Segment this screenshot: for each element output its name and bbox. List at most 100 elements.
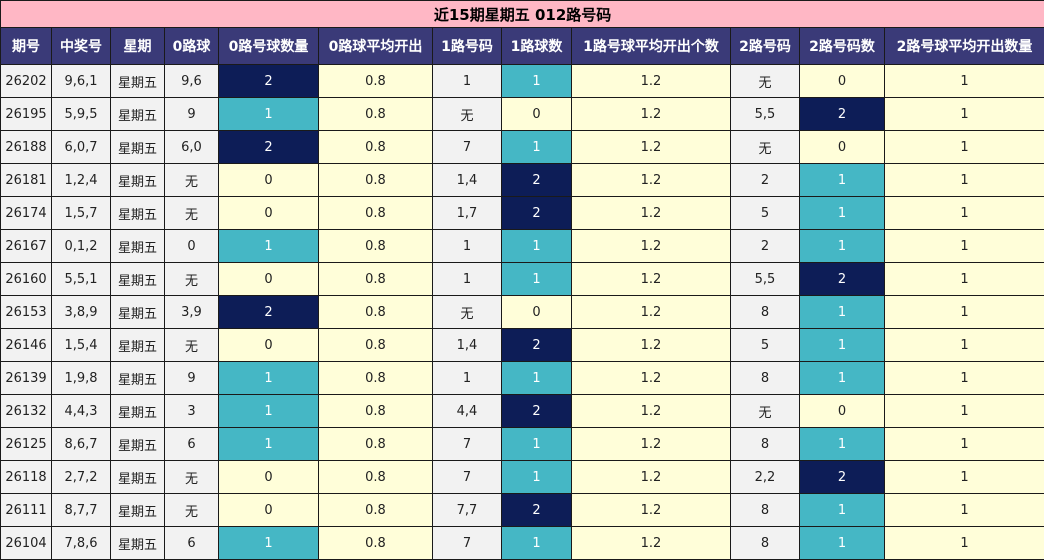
cell-route2-count: 2	[800, 263, 885, 296]
cell-winning-number: 5,9,5	[52, 98, 111, 131]
cell-issue: 26188	[1, 131, 52, 164]
cell-route2-count: 1	[800, 428, 885, 461]
cell-route0-count: 1	[219, 395, 319, 428]
cell-route1-count: 0	[502, 98, 572, 131]
cell-winning-number: 1,2,4	[52, 164, 111, 197]
cell-weekday: 星期五	[111, 98, 165, 131]
cell-issue: 26160	[1, 263, 52, 296]
cell-winning-number: 6,0,7	[52, 131, 111, 164]
cell-route0-average: 0.8	[319, 428, 433, 461]
cell-route1-count: 2	[502, 494, 572, 527]
cell-weekday: 星期五	[111, 362, 165, 395]
cell-route1-average: 1.2	[572, 230, 731, 263]
cell-winning-number: 3,8,9	[52, 296, 111, 329]
cell-winning-number: 5,5,1	[52, 263, 111, 296]
cell-route1-average: 1.2	[572, 329, 731, 362]
cell-route0-balls: 无	[165, 461, 219, 494]
cell-route1-average: 1.2	[572, 461, 731, 494]
cell-route2-average: 1	[885, 230, 1044, 263]
cell-route0-count: 0	[219, 164, 319, 197]
cell-issue: 26153	[1, 296, 52, 329]
cell-route1-numbers: 1,7	[433, 197, 502, 230]
cell-route2-numbers: 2	[731, 164, 800, 197]
cell-route1-numbers: 无	[433, 296, 502, 329]
cell-route0-balls: 3,9	[165, 296, 219, 329]
cell-route0-balls: 0	[165, 230, 219, 263]
cell-winning-number: 0,1,2	[52, 230, 111, 263]
cell-route0-count: 2	[219, 65, 319, 98]
header-route1-count: 1路球数	[502, 28, 572, 65]
cell-weekday: 星期五	[111, 197, 165, 230]
cell-route2-count: 0	[800, 65, 885, 98]
cell-route1-average: 1.2	[572, 428, 731, 461]
cell-route1-average: 1.2	[572, 131, 731, 164]
cell-route1-count: 1	[502, 527, 572, 560]
cell-route1-count: 1	[502, 131, 572, 164]
cell-route2-count: 1	[800, 197, 885, 230]
cell-route1-numbers: 1	[433, 362, 502, 395]
cell-route0-balls: 9	[165, 362, 219, 395]
cell-route0-balls: 6,0	[165, 131, 219, 164]
cell-route1-average: 1.2	[572, 164, 731, 197]
header-route1-average: 1路号球平均开出个数	[572, 28, 731, 65]
cell-route2-average: 1	[885, 98, 1044, 131]
cell-winning-number: 1,9,8	[52, 362, 111, 395]
cell-route1-average: 1.2	[572, 494, 731, 527]
cell-issue: 26146	[1, 329, 52, 362]
cell-issue: 26118	[1, 461, 52, 494]
cell-route1-count: 0	[502, 296, 572, 329]
cell-weekday: 星期五	[111, 164, 165, 197]
cell-route0-average: 0.8	[319, 131, 433, 164]
cell-route0-average: 0.8	[319, 494, 433, 527]
cell-route0-average: 0.8	[319, 461, 433, 494]
cell-route2-numbers: 无	[731, 131, 800, 164]
cell-route2-numbers: 2,2	[731, 461, 800, 494]
cell-route0-balls: 9	[165, 98, 219, 131]
cell-route0-average: 0.8	[319, 98, 433, 131]
header-route2-average: 2路号球平均开出数量	[885, 28, 1044, 65]
cell-route1-average: 1.2	[572, 395, 731, 428]
cell-weekday: 星期五	[111, 527, 165, 560]
cell-route0-balls: 无	[165, 329, 219, 362]
cell-route1-average: 1.2	[572, 65, 731, 98]
cell-route0-count: 0	[219, 494, 319, 527]
cell-route1-average: 1.2	[572, 362, 731, 395]
cell-route1-count: 2	[502, 164, 572, 197]
cell-route1-count: 2	[502, 329, 572, 362]
header-weekday: 星期	[111, 28, 165, 65]
cell-route0-count: 1	[219, 362, 319, 395]
cell-route2-numbers: 无	[731, 395, 800, 428]
cell-route2-count: 1	[800, 527, 885, 560]
cell-route1-count: 1	[502, 263, 572, 296]
cell-weekday: 星期五	[111, 263, 165, 296]
cell-route2-count: 1	[800, 164, 885, 197]
cell-route1-numbers: 1,4	[433, 329, 502, 362]
cell-route1-numbers: 7,7	[433, 494, 502, 527]
cell-winning-number: 9,6,1	[52, 65, 111, 98]
cell-route2-numbers: 2	[731, 230, 800, 263]
cell-route0-average: 0.8	[319, 296, 433, 329]
cell-route1-average: 1.2	[572, 527, 731, 560]
cell-route2-numbers: 5	[731, 329, 800, 362]
cell-route0-count: 1	[219, 527, 319, 560]
cell-route1-average: 1.2	[572, 296, 731, 329]
cell-route1-count: 1	[502, 461, 572, 494]
cell-route2-average: 1	[885, 131, 1044, 164]
cell-route1-average: 1.2	[572, 98, 731, 131]
cell-route2-average: 1	[885, 164, 1044, 197]
cell-route2-average: 1	[885, 395, 1044, 428]
cell-route1-count: 1	[502, 230, 572, 263]
cell-issue: 26195	[1, 98, 52, 131]
